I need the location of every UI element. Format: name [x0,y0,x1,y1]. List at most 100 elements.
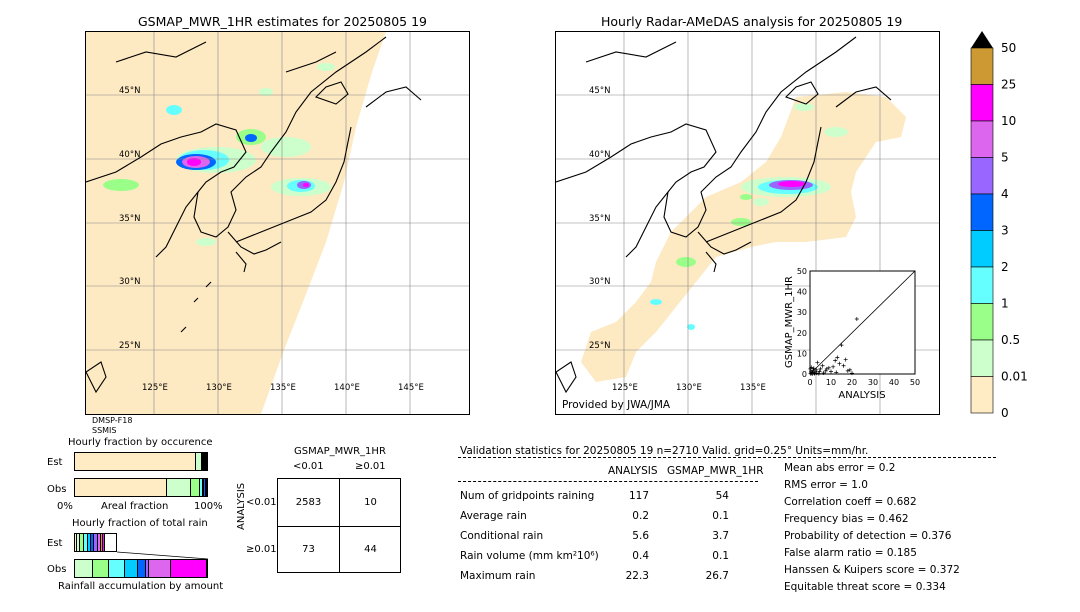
cell-fn: 73 [302,544,315,555]
occurrence-title: Hourly fraction by occurence [68,437,213,448]
scatter-point [843,357,848,362]
stat-analysis-value: 117 [628,490,649,502]
scatter-xtick-1: 10 [826,378,836,387]
left-lon-125: 125°E [142,383,168,393]
colorbar-label-4: 4 [1001,187,1009,201]
colorbar-extend-arrow [971,31,993,48]
scatter-point [835,355,840,360]
scatter-point [834,370,839,375]
colorbar-label-6: 2 [1001,260,1009,274]
stat-gsmap-value: 3.7 [712,530,729,542]
colorbar-label-2: 10 [1001,114,1016,128]
contingency-grid: 2583 10 73 44 [277,478,401,573]
scatter-diagonal [809,270,916,375]
scatter-point [854,316,859,321]
right-lon-130: 130°E [676,383,702,393]
scatter-xtick-0: 0 [807,378,812,387]
left-lat-40: 40°N [119,150,140,160]
scatter-point [814,371,819,376]
occurrence-est-bar [74,452,208,471]
right-map-title: Hourly Radar-AMeDAS analysis for 2025080… [601,14,903,29]
total-rain-obs-bar [74,559,208,578]
occurrence-obs-segment-6 [205,479,207,496]
total-rain-est-segment-5 [90,534,94,551]
occurrence-axis-right: 100% [194,501,223,512]
scatter-point [823,368,828,373]
score-line: Probability of detection = 0.376 [784,530,952,542]
colorbar-label-9: 0.01 [1001,370,1028,384]
total-rain-title: Hourly fraction of total rain [72,518,208,529]
stat-gsmap-value: 54 [715,490,729,502]
scatter-point [815,360,820,365]
right-lat-35: 35°N [589,214,610,224]
total-rain-est-segment-3 [84,534,88,551]
occurrence-est-segment-6 [206,453,207,470]
total-rain-footer: Rainfall accumulation by amount [58,581,224,592]
occurrence-obs-segment-5 [204,479,206,496]
total-rain-obs-segment-9 [171,560,207,577]
stat-label: Average rain [460,510,527,522]
scatter-point [829,369,833,374]
scatter-point [809,365,814,370]
scatter-point [831,364,836,369]
left-lat-45: 45°N [119,86,140,96]
total-rain-obs-label: Obs [47,564,67,575]
scatter-ytick-1: 10 [797,349,807,358]
credit-text: Provided by JWA/JMA [562,399,671,411]
contingency-col-2: ≥0.01 [355,461,386,472]
score-line: Correlation coeff = 0.682 [784,496,917,508]
colorbar-label-7: 1 [1001,297,1009,311]
scatter-ytick-4: 40 [797,288,807,297]
stat-label: Conditional rain [460,530,544,542]
scatter-xtick-4: 40 [889,378,899,387]
validation-col-gsmap: GSMAP_MWR_1HR [667,465,764,477]
right-coastlines [556,36,892,394]
scatter-point [841,363,846,368]
stat-gsmap-value: 0.1 [712,510,729,522]
scatter-ytick-2: 20 [797,329,807,338]
left-map-canvas: 45°N 40°N 35°N 30°N 25°N 125°E 130°E 135… [86,32,469,414]
scatter-point [833,358,838,363]
left-lon-145: 145°E [398,383,424,393]
occurrence-obs-segment-3 [200,479,203,496]
total-rain-est-segment-9 [103,534,105,551]
validation-header-rule [458,457,996,458]
total-rain-obs-segment-5 [138,560,147,577]
sensor-label-1: DMSP-F18 [92,416,133,425]
right-map-canvas: 45°N 40°N 35°N 30°N 25°N 125°E 130°E 135… [556,32,939,414]
scatter-point [818,366,823,371]
colorbar-label-5: 3 [1001,224,1009,238]
contingency-row-1: <0.01 [246,497,277,508]
scatter-point [821,370,826,375]
cell-tn: 2583 [295,497,322,508]
stat-gsmap-value: 0.1 [712,550,729,562]
colorbar-cell-4 [970,193,994,231]
left-map-panel: 45°N 40°N 35°N 30°N 25°N 125°E 130°E 135… [85,31,470,415]
total-rain-connector [116,551,209,560]
scatter-xtick-3: 30 [868,378,878,387]
occurrence-axis-left: 0% [57,501,73,512]
total-rain-obs-segment-6 [146,560,149,577]
scatter-ylabel: GSMAP_MWR_1HR [784,276,795,368]
scatter-point [817,369,822,374]
scatter-point [812,371,817,376]
scatter-point [839,343,844,348]
stat-label: Maximum rain [460,570,536,582]
left-lon-140: 140°E [334,383,360,393]
total-rain-est-segment-2 [80,534,85,551]
colorbar-cell-5 [970,230,994,268]
occurrence-axis-mid: Areal fraction [101,501,169,512]
stat-label: Num of gridpoints raining [460,490,595,502]
score-line: Equitable threat score = 0.334 [784,581,946,593]
total-rain-obs-segment-3 [109,560,126,577]
scatter-point [811,368,816,373]
left-lat-25: 25°N [119,341,140,351]
total-rain-est-segment-8 [101,534,104,551]
colorbar-cell-6 [970,266,994,304]
colorbar-label-1: 25 [1001,78,1016,92]
colorbar-label-8: 0.5 [1001,333,1020,347]
total-rain-obs-segment-1 [75,560,94,577]
colorbar-cell-1 [970,84,994,122]
colorbar-cell-2 [970,120,994,158]
radar-coverage [581,92,906,382]
